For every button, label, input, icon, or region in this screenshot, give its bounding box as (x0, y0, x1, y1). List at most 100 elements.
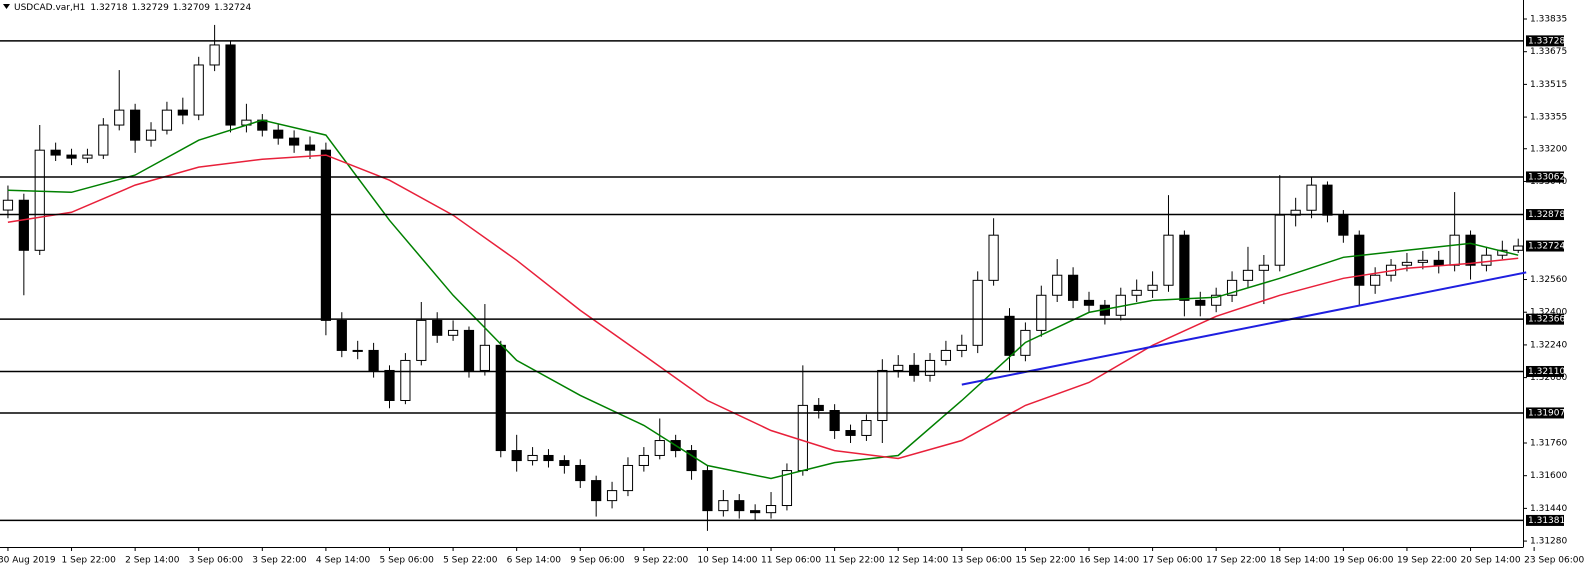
candle-body (527, 454, 538, 462)
candle-body (511, 450, 522, 462)
candle-body (1354, 234, 1365, 286)
candle-body (400, 359, 411, 401)
candle-body (1370, 274, 1381, 286)
menu-arrow[interactable] (3, 4, 10, 9)
x-tick-label: 19 Sep 06:00 (1333, 556, 1393, 566)
candle-body (114, 109, 125, 126)
candle-body (193, 64, 204, 116)
x-tick-label: 2 Sep 14:00 (125, 556, 180, 566)
candle-body (447, 329, 459, 336)
ohlc-open: 1.32718 (90, 3, 127, 13)
candle-body (336, 319, 347, 351)
x-tick-label: 9 Sep 22:00 (634, 556, 689, 566)
candle-body (304, 144, 316, 151)
candle-body (654, 440, 665, 456)
candle-body (1258, 264, 1269, 271)
candle-body (893, 364, 904, 371)
x-tick-label: 3 Sep 22:00 (252, 556, 307, 566)
candle-body (1195, 299, 1206, 306)
candle-body (130, 109, 141, 141)
candle-body (1465, 234, 1476, 266)
x-tick-label: 15 Sep 22:00 (1015, 556, 1075, 566)
level-box (1526, 35, 1564, 47)
candle-body (18, 199, 29, 251)
candle-body (1338, 214, 1349, 236)
candle-body (765, 505, 777, 514)
candle-body (161, 109, 173, 131)
candle-body (813, 404, 824, 412)
current-price-label: 1.32724 (1528, 242, 1565, 252)
x-tick-label: 11 Sep 06:00 (761, 556, 821, 566)
y-tick-label: 1.31280 (1530, 537, 1567, 547)
candle-body (2, 199, 14, 211)
candle-body (718, 500, 729, 512)
candle-body (575, 464, 586, 482)
candle-body (1004, 315, 1015, 356)
candle-body (845, 430, 856, 436)
x-tick-label: 13 Sep 06:00 (952, 556, 1012, 566)
candle-body (972, 279, 983, 346)
candle-body (734, 500, 745, 512)
ohlc-close: 1.32724 (214, 3, 251, 13)
candle-body (750, 510, 761, 514)
candle-body (956, 344, 967, 351)
x-tick-label: 5 Sep 22:00 (443, 556, 498, 566)
candle-body (368, 349, 379, 371)
candle-body (432, 319, 443, 336)
candle-body (1401, 261, 1413, 266)
x-tick-label: 19 Sep 22:00 (1397, 556, 1457, 566)
chart-header: USDCAD.var,H1 1.32718 1.32729 1.32709 1.3272… (14, 3, 252, 13)
candle-body (606, 490, 618, 502)
candle-body (288, 137, 300, 146)
candle-body (352, 349, 363, 352)
level-label: 1.32110 (1528, 367, 1565, 377)
candle-body (1147, 284, 1158, 291)
y-tick-label: 1.32080 (1530, 373, 1567, 383)
candle-body (463, 329, 475, 371)
level-box (1526, 514, 1564, 526)
candle-body (909, 364, 920, 376)
x-tick-label: 10 Sep 14:00 (697, 556, 757, 566)
y-tick-label: 1.31600 (1530, 471, 1567, 481)
candle-body (50, 149, 61, 156)
candle-body (1242, 269, 1254, 281)
y-tick-label: 1.33355 (1530, 113, 1567, 123)
candle-body (225, 44, 236, 126)
overlay-line (961, 271, 1527, 386)
candle-body (1179, 234, 1190, 301)
candle-body (638, 454, 649, 466)
level-box (1526, 313, 1564, 325)
level-label: 1.33728 (1528, 36, 1565, 46)
x-tick-label: 4 Sep 14:00 (316, 556, 371, 566)
candle-body (145, 129, 157, 141)
overlay-line (7, 154, 1519, 460)
candle-body (559, 460, 570, 466)
candle-body (1306, 184, 1317, 211)
candle-body (495, 344, 506, 452)
candle-body (1163, 234, 1174, 286)
candle-body (1433, 259, 1444, 266)
candle-body (622, 464, 634, 492)
candle-body (877, 369, 888, 422)
candle-body (1274, 214, 1285, 266)
candle-body (416, 319, 427, 361)
candle-body (1417, 259, 1428, 263)
candle-body (591, 480, 602, 502)
y-tick-label: 1.33515 (1530, 80, 1567, 90)
level-box (1526, 209, 1564, 221)
level-box (1526, 171, 1564, 183)
x-tick-label: 23 Sep 06:00 (1524, 556, 1584, 566)
x-tick-label: 5 Sep 06:00 (379, 556, 434, 566)
x-tick-label: 18 Sep 14:00 (1270, 556, 1330, 566)
x-tick-label: 16 Sep 14:00 (1079, 556, 1139, 566)
ohlc-high: 1.32729 (132, 3, 169, 13)
y-tick-label: 1.31760 (1530, 438, 1567, 448)
candle-body (1322, 184, 1333, 216)
candle-body (543, 454, 554, 462)
candle-body (1211, 294, 1222, 306)
level-box (1526, 365, 1564, 377)
candle-body (34, 149, 45, 251)
level-label: 1.33062 (1528, 172, 1565, 182)
y-tick-label: 1.33675 (1530, 47, 1567, 57)
